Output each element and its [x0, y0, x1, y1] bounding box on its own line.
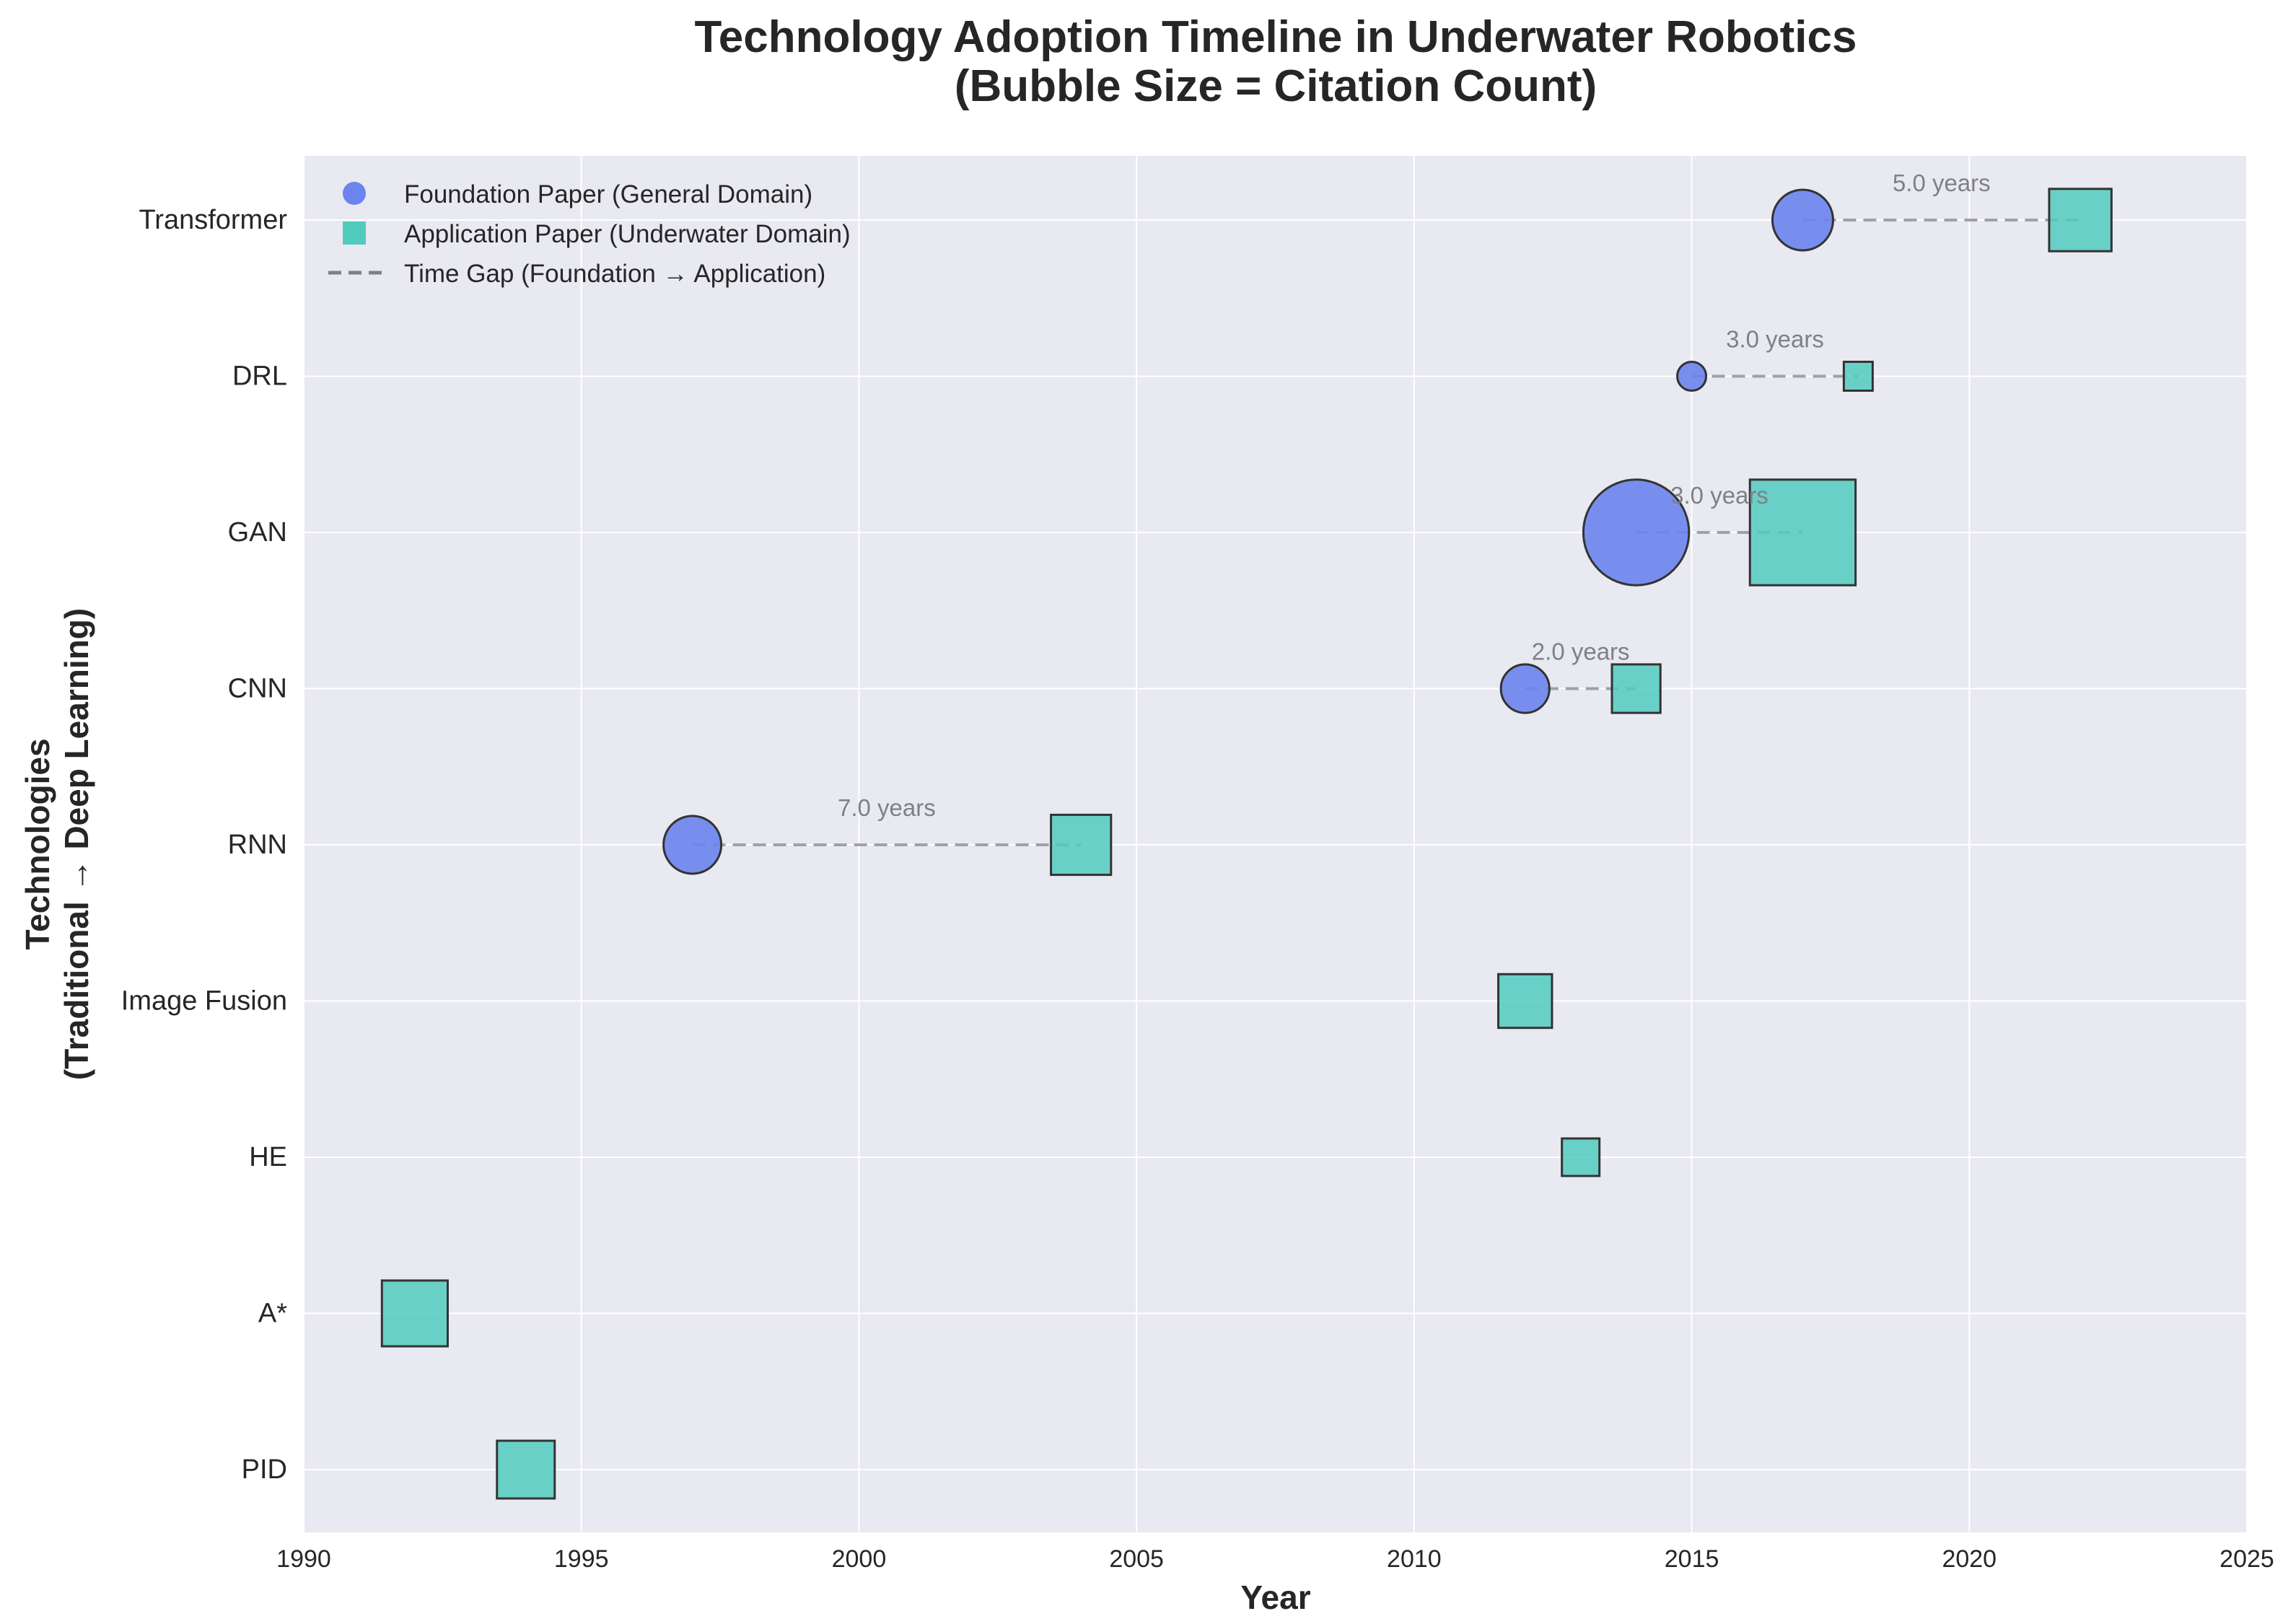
application-square: [1050, 813, 1113, 877]
x-tick-label: 2010: [1387, 1545, 1442, 1573]
chart-title-line-2: (Bubble Size = Citation Count): [955, 61, 1597, 111]
time-gap-labels: 7.0 years 2.0 years 3.0 years 3.0 years 5.0 …: [838, 170, 1991, 821]
time-gap-label: 3.0 years: [1726, 326, 1824, 353]
application-square: [1497, 973, 1553, 1030]
foundation-bubble: [1582, 478, 1691, 587]
x-tick-label: 2000: [832, 1545, 887, 1573]
x-tick-label: 1995: [554, 1545, 609, 1573]
x-tick-label: 2015: [1665, 1545, 1719, 1573]
application-square: [496, 1439, 556, 1500]
foundation-bubble: [1499, 663, 1551, 714]
y-axis-ticks: PID A* HE Image Fusion RNN CNN GAN DRL Transform…: [121, 205, 288, 1485]
application-square: [380, 1279, 449, 1348]
y-tick-label: PID: [242, 1454, 287, 1485]
y-tick-label: GAN: [228, 517, 287, 548]
y-tick-label: Image Fusion: [121, 986, 287, 1017]
application-square: [1610, 663, 1662, 714]
legend-foundation-marker: [343, 182, 366, 205]
x-axis-ticks: 1990 1995 2000 2005 2010 2015 2020 2025: [276, 1545, 2274, 1573]
legend-application-marker: [343, 221, 366, 245]
y-tick-label: CNN: [228, 674, 287, 704]
x-tick-label: 2020: [1942, 1545, 1996, 1573]
y-axis-label-line-2: (Traditional → Deep Learning): [58, 608, 95, 1080]
y-tick-label: HE: [249, 1142, 287, 1172]
foundation-bubble: [1676, 361, 1708, 392]
x-axis-label: Year: [1240, 1579, 1310, 1616]
y-tick-label: Transformer: [139, 205, 287, 235]
x-tick-label: 1990: [276, 1545, 331, 1573]
legend: Foundation Paper (General Domain) Applic…: [328, 180, 851, 288]
foundation-bubble: [1771, 188, 1834, 252]
time-gap-label: 7.0 years: [838, 794, 936, 821]
application-square: [1842, 361, 1874, 392]
application-square: [1748, 478, 1857, 587]
y-tick-label: DRL: [232, 361, 287, 392]
x-tick-label: 2025: [2219, 1545, 2274, 1573]
legend-foundation-label: Foundation Paper (General Domain): [404, 180, 812, 209]
foundation-bubble: [662, 815, 723, 875]
x-tick-label: 2005: [1109, 1545, 1164, 1573]
chart-title-line-1: Technology Adoption Timeline in Underwat…: [695, 12, 1857, 62]
application-square: [2048, 188, 2113, 253]
y-tick-label: RNN: [228, 830, 287, 860]
time-gap-label: 3.0 years: [1670, 482, 1768, 509]
y-axis-label-line-1: Technologies: [19, 738, 56, 949]
y-tick-label: A*: [258, 1299, 287, 1329]
legend-application-label: Application Paper (Underwater Domain): [404, 220, 851, 248]
time-gap-label: 5.0 years: [1893, 170, 1991, 196]
legend-gap-label: Time Gap (Foundation → Application): [404, 260, 825, 288]
time-gap-label: 2.0 years: [1532, 638, 1630, 665]
application-square: [1561, 1137, 1601, 1177]
data-markers: [380, 188, 2113, 1500]
